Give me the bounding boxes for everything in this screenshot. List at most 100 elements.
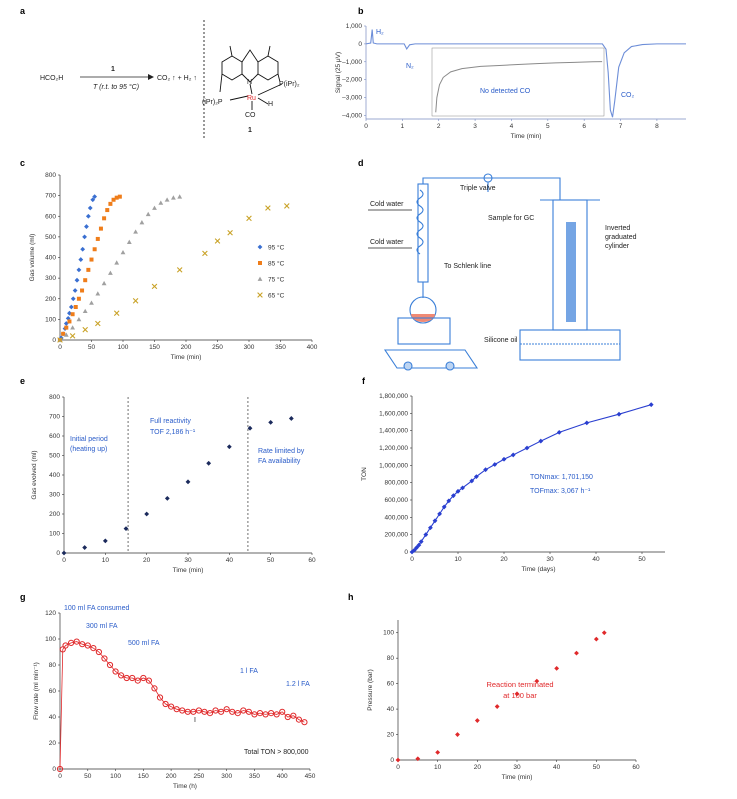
gc-inset-frame <box>431 47 605 117</box>
c-point-diamond <box>72 288 78 293</box>
h-x-tick-label: 60 <box>632 764 640 771</box>
c-y-tick-label: 600 <box>45 213 56 220</box>
c-point-x <box>113 310 120 316</box>
e-x-tick-label: 20 <box>143 557 151 564</box>
f-data-point <box>423 532 429 538</box>
panel-g-label: g <box>20 592 26 602</box>
c-point-square <box>92 247 97 252</box>
c-point-square <box>80 288 85 293</box>
label-cold-water-2: Cold water <box>370 239 404 246</box>
c-point-diamond <box>85 213 91 219</box>
c-point-square <box>102 216 107 221</box>
c-point-triangle <box>126 239 132 244</box>
c-point-diamond <box>90 197 96 203</box>
gas-evolved-chart: 0 10 20 30 40 50 600100200300400500600700800Ti… <box>31 394 316 574</box>
knob-right <box>445 361 455 371</box>
right-ring <box>257 55 279 81</box>
apparatus-drawing <box>383 173 621 371</box>
c-point-triangle <box>101 280 107 286</box>
g-data-point <box>162 700 169 708</box>
g-data-point <box>56 765 64 773</box>
c-x-tick-label: 250 <box>212 344 223 351</box>
pressure-chart: 0 10 20 30 40 50 60 0 20 40 60 80 100 Time (min) Press… <box>367 620 640 781</box>
g-y-tick-label: 120 <box>45 610 56 617</box>
f-y-tick-label: 800,000 <box>385 480 409 487</box>
c-point-diamond <box>78 257 84 262</box>
annotation-1l: 1 l FA <box>240 668 258 675</box>
f-data-point <box>432 518 438 524</box>
g-data-point <box>251 711 258 718</box>
g-data-point <box>168 703 175 710</box>
f-y-tick-label: 1,600,000 <box>379 410 408 417</box>
annotation-full-2: TOF 2,186 h⁻¹ <box>150 429 196 436</box>
panel-a: a HCO₂H 1 T (r.t. to 95 °C) CO₂ ↑ + H₂ ↑… <box>20 6 300 140</box>
b-y-tick-label: –3,000 <box>342 95 362 102</box>
g-x-tick-label: 0 <box>58 773 62 780</box>
c-point-x <box>214 238 221 244</box>
b-x-tick-label: 4 <box>510 123 514 130</box>
c-legend-marker-x <box>257 292 263 298</box>
c-point-x <box>82 326 88 333</box>
c-point-triangle <box>139 220 145 225</box>
f-x-tick-label: 30 <box>546 556 554 563</box>
complex-number: 1 <box>248 127 252 134</box>
f-y-tick-label: 0 <box>404 549 408 556</box>
panel-d-label: d <box>358 158 364 168</box>
g-data-point <box>156 694 164 701</box>
atom-h: H <box>268 101 273 108</box>
c-point-x <box>202 250 208 257</box>
g-data-point <box>201 708 208 715</box>
c-point-diamond <box>70 296 76 302</box>
c-point-diamond <box>92 194 98 200</box>
b-y-tick-label: –4,000 <box>342 112 362 119</box>
h-x-tick-label: 0 <box>396 764 400 771</box>
f-data-point <box>524 445 530 451</box>
g-x-tick-label: 50 <box>84 773 92 780</box>
e-data-point <box>288 416 294 421</box>
methyl-left <box>229 45 233 57</box>
f-data-point <box>411 547 417 553</box>
b-x-tick-label: 6 <box>582 123 586 130</box>
atom-n: N <box>247 79 252 86</box>
e-y-tick-label: 800 <box>49 394 60 401</box>
g-y-tick-label: 40 <box>49 714 57 721</box>
e-x-tick-label: 0 <box>62 557 66 564</box>
c-point-triangle <box>158 200 164 205</box>
g-y-axis-label: Flow rate (ml min⁻¹) <box>33 662 40 720</box>
f-data-point <box>460 485 465 491</box>
f-y-tick-label: 1,800,000 <box>379 393 408 400</box>
b-y-tick-label: 1,000 <box>346 23 363 30</box>
g-data-point <box>256 710 264 717</box>
g-data-point <box>140 674 147 682</box>
h-data-point <box>514 691 520 697</box>
h-data-point <box>593 636 599 642</box>
g-data-point <box>212 707 219 714</box>
ligand-co: CO <box>245 112 256 119</box>
b-x-tick-label: 5 <box>546 123 550 130</box>
c-legend-marker-diamond <box>257 244 263 250</box>
g-y-tick-label: 80 <box>49 662 57 669</box>
c-point-triangle <box>114 260 120 265</box>
f-data-point <box>451 493 456 499</box>
knob-left <box>403 361 413 371</box>
reaction-arrow-head <box>148 74 154 80</box>
g-data-point <box>234 710 241 717</box>
h-data-point <box>435 749 441 755</box>
flow-rate-chart: 0 50 100 150 200 250 300 350 400 450 0 20 40 60 80 100 1… <box>33 610 316 790</box>
g-y-tick-label: 100 <box>45 636 56 643</box>
e-data-point <box>247 425 253 431</box>
g-data-point <box>112 668 119 675</box>
panel-e-label: e <box>20 376 25 386</box>
g-data-point <box>90 645 97 652</box>
panel-g: g 0 50 100 150 200 250 300 350 400 450 0 20 40 60 80 10… <box>20 592 316 790</box>
c-point-triangle <box>145 211 151 217</box>
cylinder-gas-column <box>566 222 576 322</box>
annotation-full-1: Full reactivity <box>150 418 191 425</box>
gc-main-series-line <box>365 29 686 118</box>
panel-f: f 0 10 20 30 40 50 0 200,000 400,000 600,000 800,0… <box>361 376 665 573</box>
c-point-diamond <box>84 224 89 229</box>
annotation-rate-2: FA availability <box>258 458 301 465</box>
c-point-x <box>227 229 233 236</box>
annotation-co2: CO₂ <box>621 92 635 99</box>
